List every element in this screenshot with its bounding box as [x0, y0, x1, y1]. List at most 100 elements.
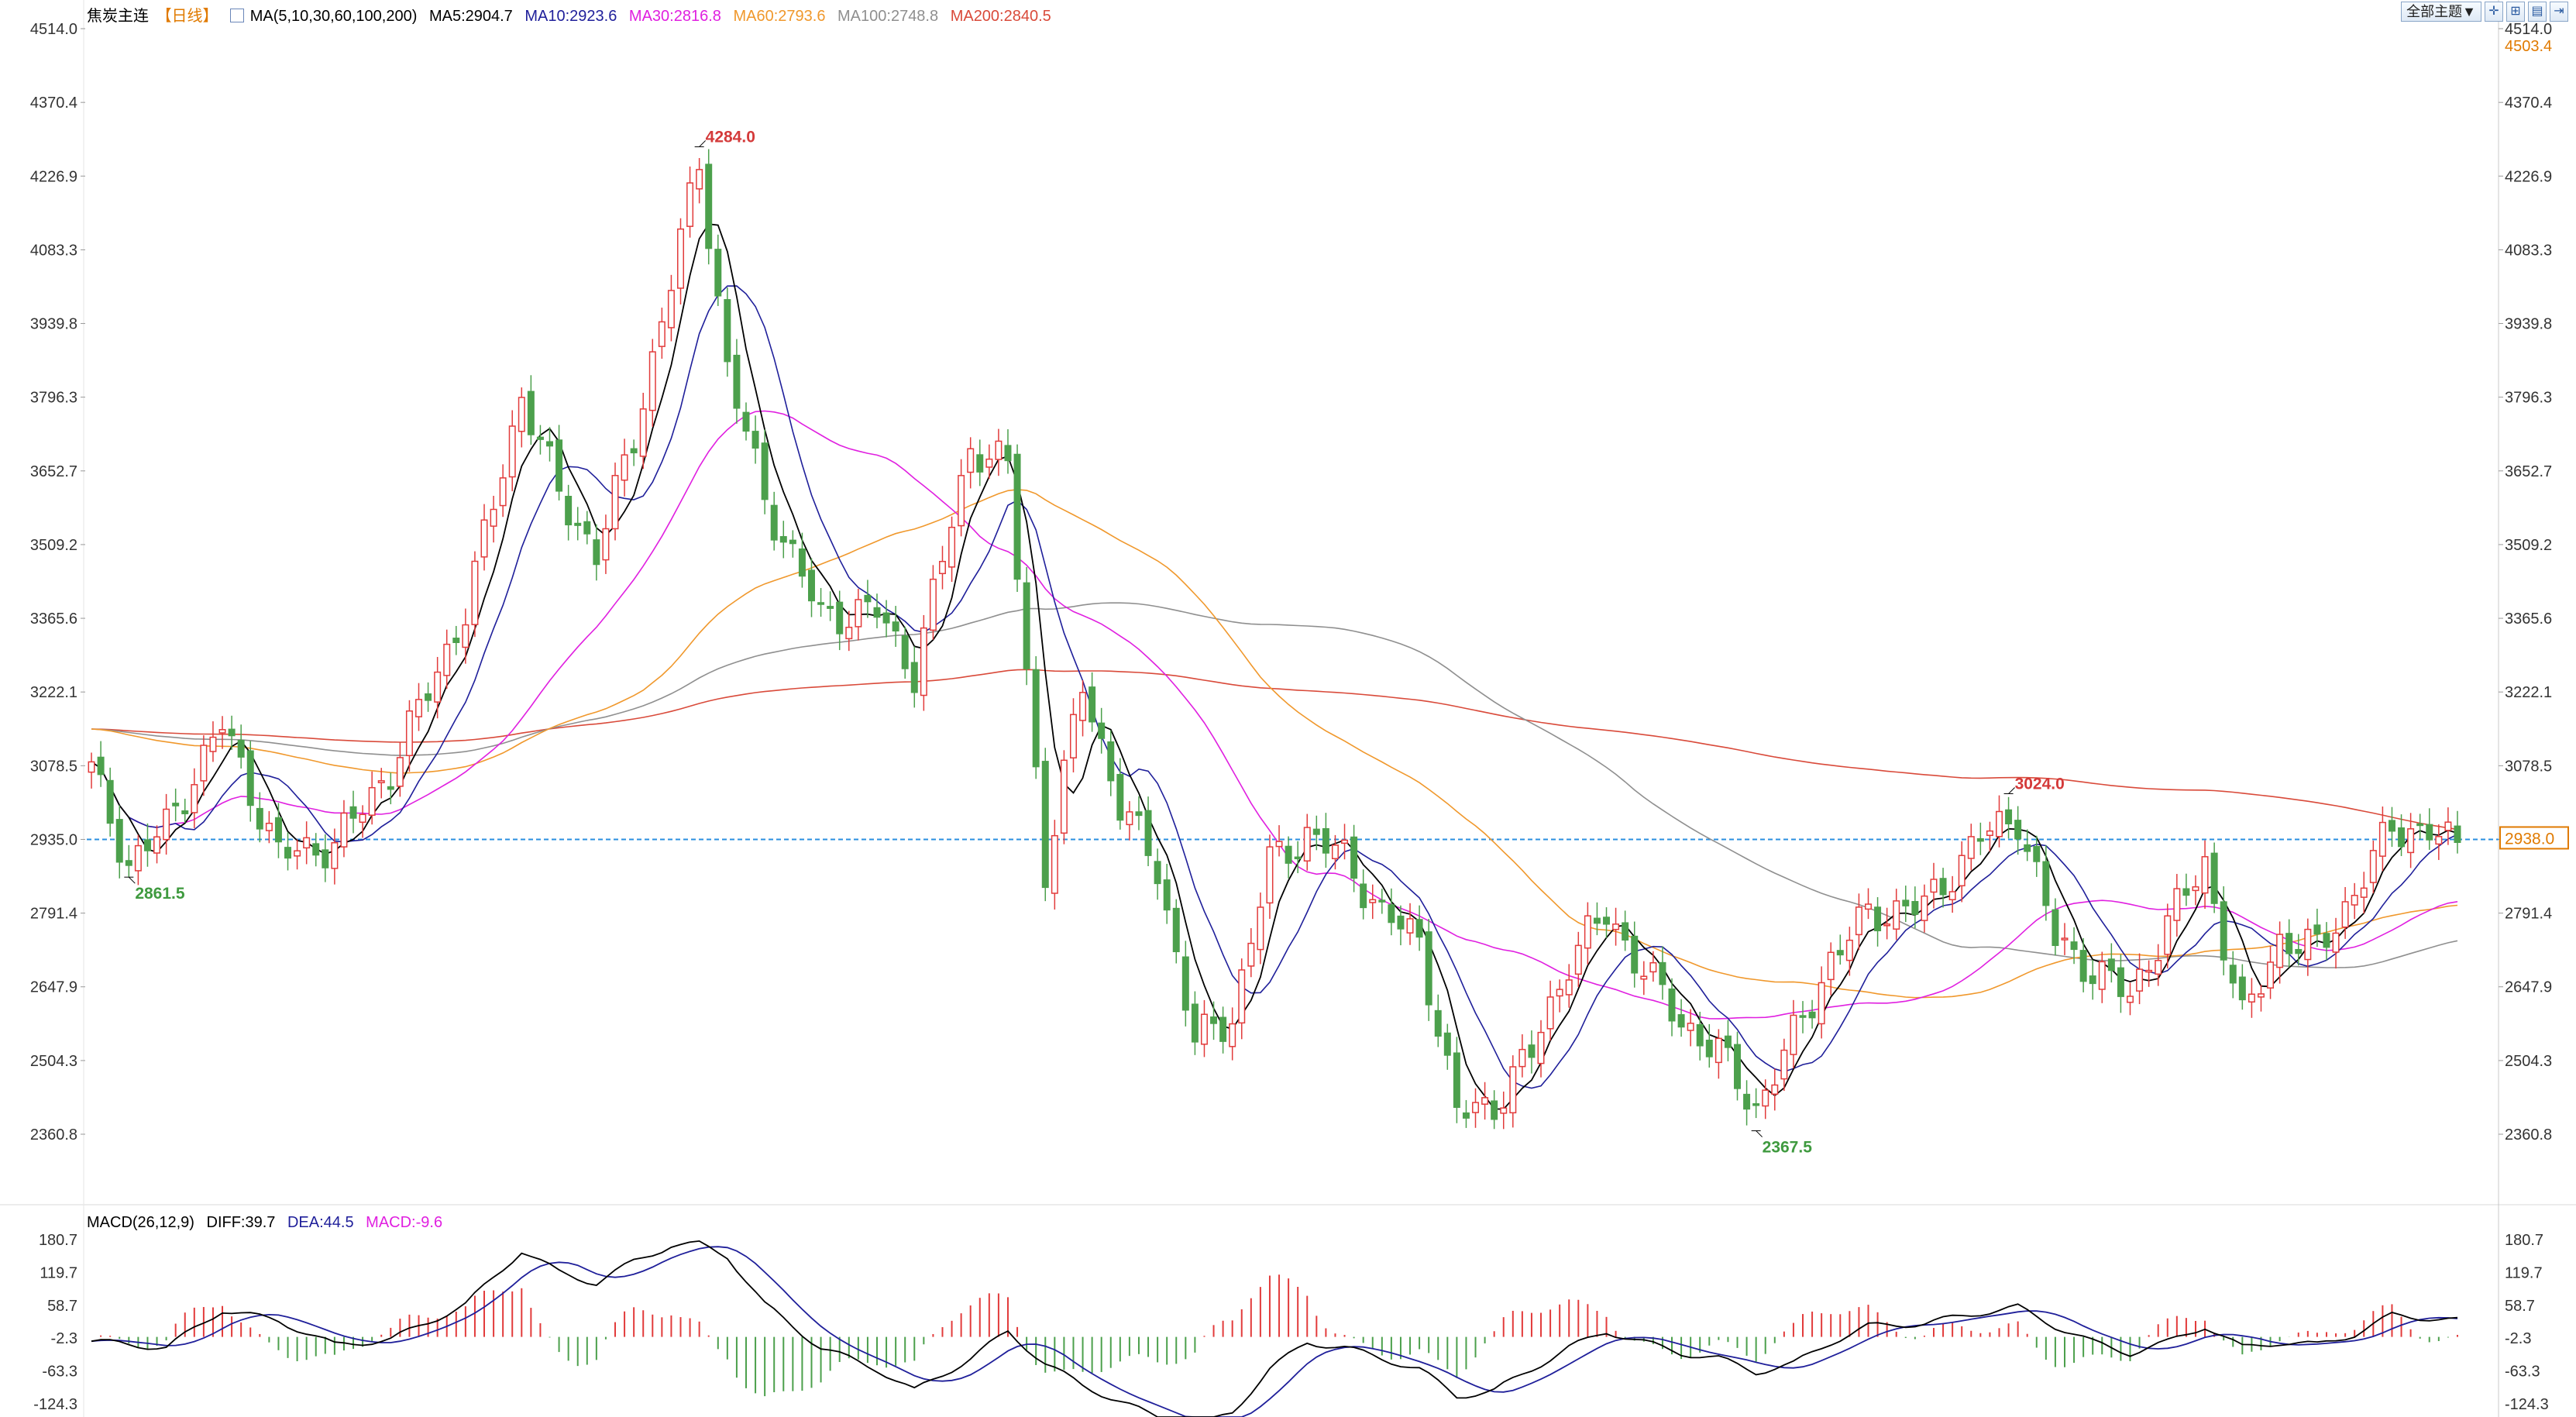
- y-tick-label-left: 4083.3: [30, 242, 77, 259]
- macd-tick-label-right: 119.7: [2505, 1264, 2543, 1281]
- y-tick-label-left: 3652.7: [30, 463, 77, 480]
- candle: [1388, 888, 1395, 936]
- theme-select-button[interactable]: 全部主题▼: [2401, 2, 2481, 22]
- candle-body: [1584, 915, 1591, 949]
- candle: [1967, 824, 1975, 871]
- candle: [958, 459, 965, 537]
- period-label[interactable]: 【日线】: [156, 8, 218, 25]
- candle-body: [1397, 915, 1405, 930]
- candle-body: [2454, 825, 2461, 844]
- candle-body: [1425, 931, 1432, 1006]
- crosshair-icon[interactable]: ✛: [2485, 2, 2503, 22]
- candle-body: [892, 621, 899, 632]
- candle: [1584, 902, 1591, 965]
- candle-body: [1593, 917, 1601, 924]
- candle: [527, 375, 535, 445]
- candle: [1378, 889, 1386, 914]
- candle-body: [284, 847, 292, 859]
- candle: [2042, 845, 2050, 921]
- candle: [1593, 902, 1601, 936]
- candle-body: [827, 606, 834, 609]
- candle-body: [1388, 904, 1395, 923]
- candle-body: [1247, 942, 1255, 967]
- chart-toolbar: 全部主题▼ ✛ ⊞ ▤ ⇥: [2401, 2, 2568, 22]
- candle: [2285, 919, 2293, 968]
- zoom-icon[interactable]: ⊞: [2506, 2, 2525, 22]
- candle: [2005, 796, 2013, 839]
- candle: [761, 429, 769, 514]
- candle: [1855, 893, 1862, 951]
- candle-body: [2257, 993, 2265, 998]
- candle-body: [1415, 919, 1423, 938]
- next-icon[interactable]: ⇥: [2550, 2, 2568, 22]
- candle-body: [97, 756, 105, 776]
- candle: [143, 823, 151, 867]
- macd-value: MACD:-9.6: [366, 1214, 443, 1231]
- candle-body: [929, 578, 937, 631]
- candle: [574, 507, 582, 541]
- ma-toggle-icon[interactable]: [230, 9, 245, 22]
- candle-body: [2360, 887, 2368, 898]
- candle: [2295, 934, 2303, 966]
- candle: [1537, 1020, 1545, 1078]
- candle-body: [1677, 1014, 1685, 1028]
- candle: [349, 790, 357, 834]
- candle: [1808, 999, 1816, 1029]
- candle: [1790, 999, 1797, 1069]
- candle-body: [1069, 714, 1077, 758]
- candle-body: [1696, 1023, 1704, 1047]
- candle: [1677, 999, 1685, 1037]
- candle-body: [995, 440, 1003, 460]
- candle: [2267, 946, 2275, 999]
- candle: [2210, 842, 2218, 913]
- candle-body: [1341, 839, 1349, 844]
- candle: [1425, 919, 1432, 1021]
- candle: [125, 844, 132, 877]
- candle: [639, 392, 647, 469]
- candle-body: [686, 182, 694, 227]
- candle: [1556, 979, 1563, 1013]
- candle: [1247, 928, 1255, 978]
- candle: [1089, 672, 1096, 732]
- candle-body: [2426, 824, 2433, 841]
- y-tick-label-right: 4514.0: [2505, 21, 2552, 38]
- candle: [1883, 907, 1891, 940]
- candle: [1714, 1029, 1722, 1079]
- candle-body: [621, 454, 628, 481]
- y-tick-label-right: 3222.1: [2505, 684, 2552, 701]
- candle: [1360, 869, 1367, 920]
- candle-body: [1229, 1023, 1236, 1047]
- candle-body: [1958, 855, 1966, 887]
- candle: [2089, 959, 2096, 1000]
- macd-tick-label-right: -124.3: [2505, 1396, 2549, 1413]
- candle: [163, 793, 170, 855]
- candle-body: [228, 728, 236, 737]
- candle: [1930, 862, 1938, 909]
- candle: [1163, 863, 1171, 924]
- candle: [724, 287, 731, 377]
- extreme-pointer: [699, 140, 706, 147]
- candle: [1743, 1080, 1751, 1126]
- extreme-price-label: 4284.0: [706, 128, 755, 146]
- macd-tick-label-right: 180.7: [2505, 1232, 2543, 1249]
- candle: [2407, 813, 2415, 868]
- macd-tick-label-right: -63.3: [2505, 1364, 2540, 1381]
- candle-body: [2378, 821, 2386, 857]
- candle-body: [88, 761, 95, 773]
- candle: [2098, 951, 2106, 1003]
- y-tick-label-right: 3652.7: [2505, 463, 2552, 480]
- ma30-line: [91, 410, 2458, 1020]
- candle: [751, 415, 759, 464]
- candle: [443, 629, 451, 690]
- candle: [1948, 875, 1956, 913]
- candle-body: [2042, 861, 2050, 906]
- candle-body: [1322, 827, 1329, 854]
- candle-body: [2341, 901, 2349, 928]
- layout-icon[interactable]: ▤: [2528, 2, 2547, 22]
- candle: [985, 444, 993, 480]
- y-tick-label-right: 4370.4: [2505, 95, 2552, 112]
- candle: [499, 464, 507, 518]
- candle: [1322, 813, 1329, 868]
- candle: [97, 741, 105, 787]
